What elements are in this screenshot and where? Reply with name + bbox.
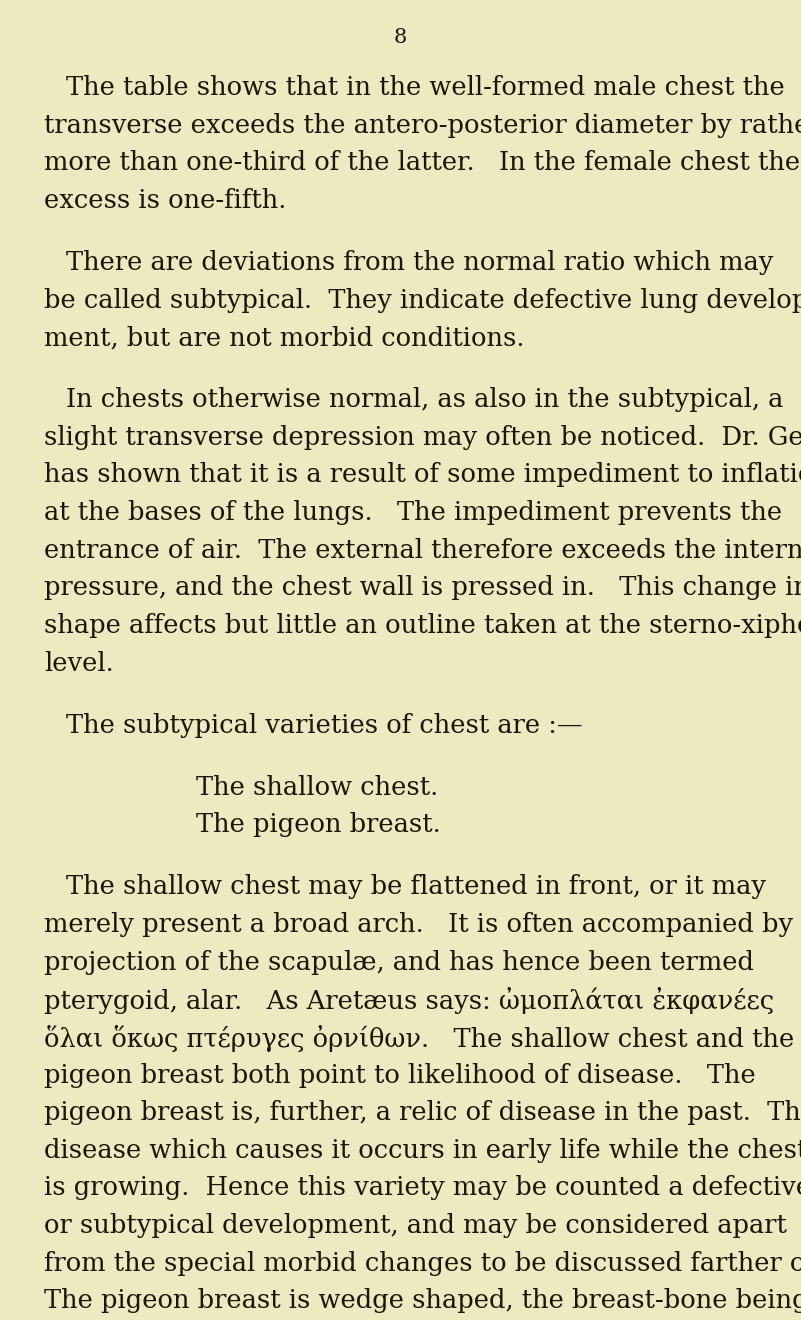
- Text: The shallow chest.: The shallow chest.: [196, 775, 438, 800]
- Text: shape affects but little an outline taken at the sterno-xiphoid: shape affects but little an outline take…: [44, 612, 801, 638]
- Text: disease which causes it occurs in early life while the chest: disease which causes it occurs in early …: [44, 1138, 801, 1163]
- Text: merely present a broad arch.   It is often accompanied by: merely present a broad arch. It is often…: [44, 912, 793, 937]
- Text: ὅλαι ὅκως πτέρυγες ὀρνίθων.   The shallow chest and the: ὅλαι ὅκως πτέρυγες ὀρνίθων. The shallow …: [44, 1024, 795, 1052]
- Text: pigeon breast both point to likelihood of disease.   The: pigeon breast both point to likelihood o…: [44, 1063, 756, 1088]
- Text: In chests otherwise normal, as also in the subtypical, a: In chests otherwise normal, as also in t…: [66, 387, 783, 412]
- Text: slight transverse depression may often be noticed.  Dr. Gee: slight transverse depression may often b…: [44, 425, 801, 450]
- Text: at the bases of the lungs.   The impediment prevents the: at the bases of the lungs. The impedimen…: [44, 500, 783, 525]
- Text: The table shows that in the well-formed male chest the: The table shows that in the well-formed …: [66, 75, 784, 100]
- Text: or subtypical development, and may be considered apart: or subtypical development, and may be co…: [44, 1213, 787, 1238]
- Text: pressure, and the chest wall is pressed in.   This change in: pressure, and the chest wall is pressed …: [44, 576, 801, 601]
- Text: level.: level.: [44, 651, 114, 676]
- Text: is growing.  Hence this variety may be counted a defective,: is growing. Hence this variety may be co…: [44, 1175, 801, 1200]
- Text: The shallow chest may be flattened in front, or it may: The shallow chest may be flattened in fr…: [66, 874, 766, 899]
- Text: The pigeon breast is wedge shaped, the breast-bone being: The pigeon breast is wedge shaped, the b…: [44, 1288, 801, 1313]
- Text: There are deviations from the normal ratio which may: There are deviations from the normal rat…: [66, 249, 773, 275]
- Text: excess is one-fifth.: excess is one-fifth.: [44, 187, 287, 213]
- Text: 8: 8: [394, 28, 407, 48]
- Text: be called subtypical.  They indicate defective lung develop-: be called subtypical. They indicate defe…: [44, 288, 801, 313]
- Text: projection of the scapulæ, and has hence been termed: projection of the scapulæ, and has hence…: [44, 949, 754, 974]
- Text: from the special morbid changes to be discussed farther on.: from the special morbid changes to be di…: [44, 1250, 801, 1275]
- Text: more than one-third of the latter.   In the female chest the: more than one-third of the latter. In th…: [44, 150, 800, 176]
- Text: The pigeon breast.: The pigeon breast.: [196, 812, 441, 837]
- Text: The subtypical varieties of chest are :—: The subtypical varieties of chest are :—: [66, 713, 582, 738]
- Text: has shown that it is a result of some impediment to inflation: has shown that it is a result of some im…: [44, 462, 801, 487]
- Text: entrance of air.  The external therefore exceeds the internal: entrance of air. The external therefore …: [44, 537, 801, 562]
- Text: pterygoid, alar.   As Aretæus says: ὠμοπλάται ἐκφανέες: pterygoid, alar. As Aretæus says: ὠμοπλά…: [44, 987, 775, 1014]
- Text: pigeon breast is, further, a relic of disease in the past.  The: pigeon breast is, further, a relic of di…: [44, 1100, 801, 1125]
- Text: ment, but are not morbid conditions.: ment, but are not morbid conditions.: [44, 325, 525, 350]
- Text: transverse exceeds the antero-posterior diameter by rather: transverse exceeds the antero-posterior …: [44, 112, 801, 137]
